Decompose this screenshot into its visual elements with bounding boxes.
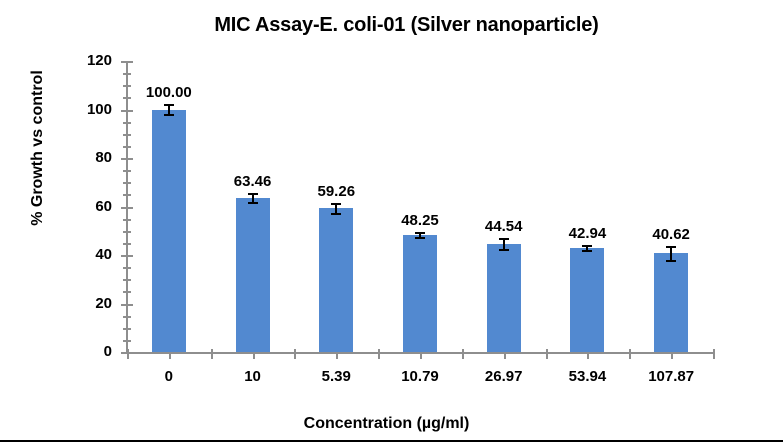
x-tick-label: 107.87 — [648, 368, 695, 385]
error-bar-line — [670, 245, 673, 261]
x-center-tick — [168, 349, 171, 359]
error-bar-cap-top — [163, 104, 174, 107]
chart-title: MIC Assay-E. coli-01 (Silver nanoparticl… — [214, 14, 599, 36]
error-bar-line — [586, 244, 589, 251]
error-bar-cap-bottom — [666, 260, 677, 262]
x-center-tick — [587, 349, 590, 359]
y-minor-tick — [123, 291, 131, 294]
y-tick-label: 80 — [95, 149, 112, 166]
y-tick-label: 60 — [95, 197, 112, 215]
error-bar-line — [502, 238, 505, 250]
y-minor-tick — [123, 121, 131, 124]
bar-value-label: 42.94 — [568, 224, 607, 242]
error-bar-line — [167, 104, 170, 115]
bar-value-label: 100.00 — [145, 84, 192, 102]
x-center-tick — [420, 349, 422, 359]
y-minor-tick — [123, 182, 131, 185]
y-minor-tick — [123, 230, 131, 233]
y-minor-tick — [123, 218, 131, 221]
y-minor-tick — [123, 133, 131, 136]
y-minor-tick — [123, 73, 131, 76]
bar-value-label: 59.26 — [317, 182, 356, 200]
error-bar-cap-top — [666, 245, 677, 248]
bar — [403, 234, 437, 352]
x-center-tick — [252, 349, 255, 359]
x-boundary-tick — [210, 349, 213, 359]
y-tick-label: 100 — [86, 100, 112, 118]
x-tick-label: 5.39 — [321, 368, 351, 385]
error-bar-cap-top — [415, 232, 425, 235]
error-bar-cap-top — [582, 244, 593, 247]
x-tick-label: 10.79 — [401, 368, 439, 385]
error-bar-cap-bottom — [415, 236, 425, 239]
error-bar-cap-bottom — [163, 113, 174, 116]
x-center-tick — [503, 349, 506, 359]
x-tick-label: 26.97 — [484, 368, 523, 385]
error-bar-cap-bottom — [498, 248, 509, 251]
error-bar-line — [251, 193, 254, 203]
y-minor-tick — [123, 327, 131, 330]
bar-value-label: 48.25 — [401, 212, 439, 230]
bottom-rule — [0, 440, 783, 442]
y-tick-label: 20 — [95, 294, 112, 312]
y-major-tick — [121, 255, 133, 257]
y-minor-tick — [123, 339, 131, 342]
error-bar-cap-top — [247, 193, 258, 196]
y-major-tick — [121, 206, 133, 209]
x-boundary-tick — [127, 349, 129, 359]
y-major-tick — [121, 303, 133, 306]
x-tick-label: 0 — [164, 368, 174, 385]
y-tick-label: 120 — [86, 52, 112, 69]
x-boundary-tick — [713, 349, 715, 359]
bar — [235, 198, 270, 352]
x-boundary-tick — [378, 349, 381, 359]
y-minor-tick — [123, 267, 131, 270]
y-minor-tick — [123, 194, 131, 197]
y-minor-tick — [123, 242, 131, 245]
bar — [151, 109, 186, 352]
bar — [486, 243, 521, 352]
x-tick-label: 53.94 — [568, 368, 607, 385]
x-boundary-tick — [294, 349, 297, 359]
x-boundary-tick — [461, 349, 464, 359]
x-boundary-tick — [545, 349, 548, 359]
bar — [654, 253, 689, 352]
bar-value-label: 63.46 — [233, 173, 272, 191]
error-bar-cap-bottom — [582, 250, 593, 253]
error-bar-line — [335, 202, 338, 214]
x-center-tick — [671, 349, 674, 359]
x-tick-label: 10 — [244, 368, 261, 385]
y-major-tick — [121, 109, 133, 112]
bar — [319, 208, 354, 352]
y-minor-tick — [123, 85, 131, 88]
bar-value-label: 40.62 — [652, 225, 690, 243]
y-tick-label: 0 — [103, 343, 112, 360]
bar — [570, 247, 605, 352]
y-minor-tick — [123, 145, 131, 148]
y-minor-tick — [123, 315, 131, 318]
x-axis-title: Concentration (µg/ml) — [303, 415, 470, 432]
error-bar-cap-bottom — [331, 212, 342, 215]
bar-value-label: 44.54 — [484, 218, 523, 236]
y-major-tick — [121, 61, 133, 63]
error-bar-cap-bottom — [247, 201, 258, 204]
x-center-tick — [336, 349, 339, 359]
error-bar-line — [419, 232, 421, 238]
error-bar-cap-top — [498, 238, 509, 241]
y-tick-label: 40 — [95, 246, 112, 263]
error-bar-cap-top — [331, 202, 342, 205]
y-minor-tick — [123, 279, 131, 282]
x-boundary-tick — [629, 349, 632, 359]
y-minor-tick — [123, 170, 131, 173]
y-minor-tick — [123, 97, 131, 100]
y-major-tick — [121, 158, 133, 160]
